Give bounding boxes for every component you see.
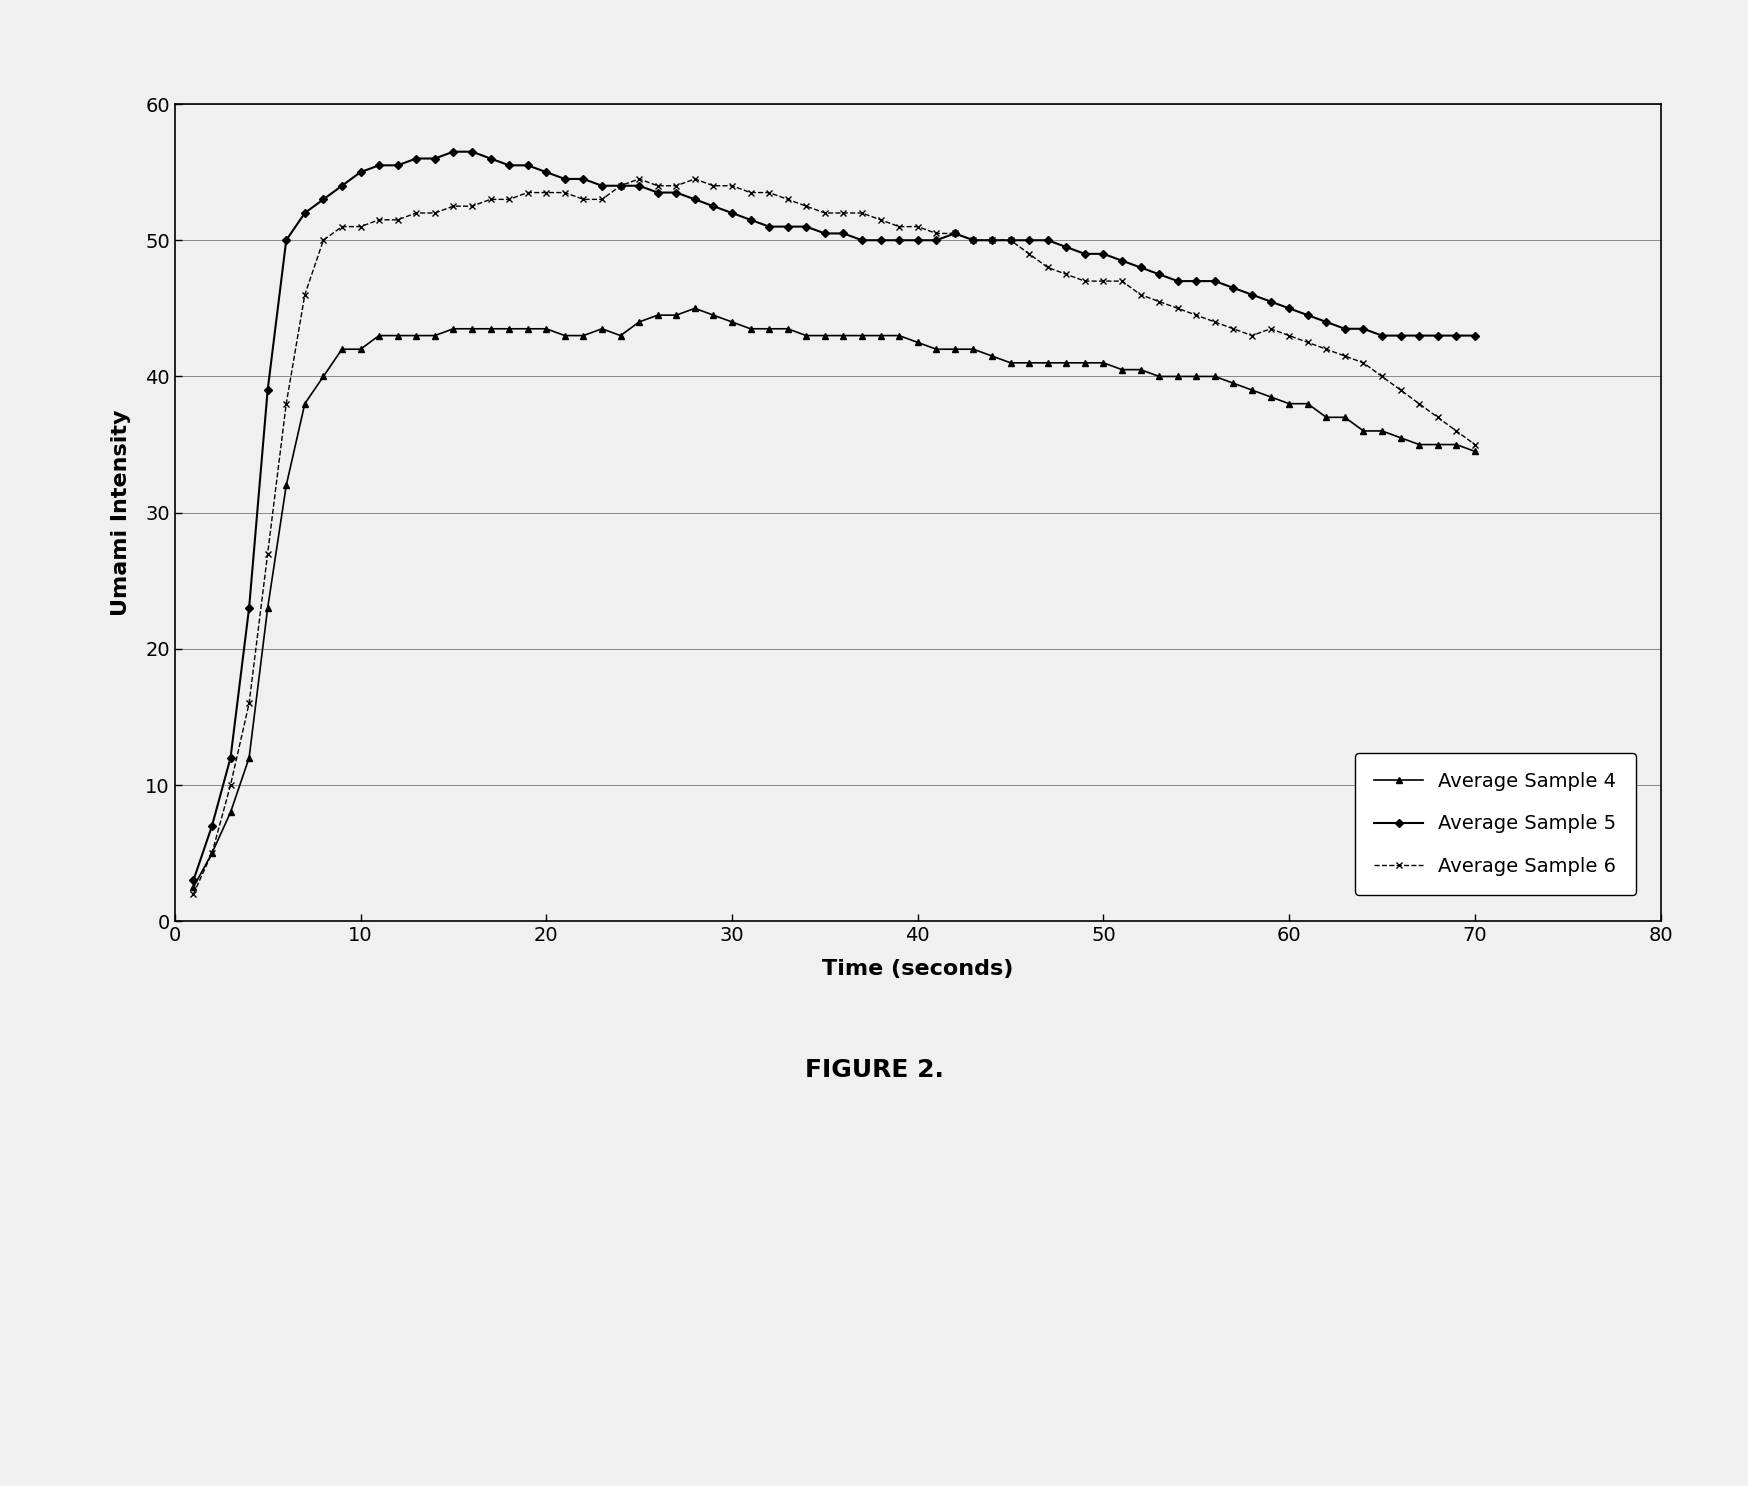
Average Sample 4 <box>685 300 706 318</box>
Average Sample 6 <box>573 190 594 208</box>
Average Sample 6 <box>907 217 928 235</box>
Average Sample 5 <box>442 143 463 160</box>
Average Sample 5 <box>1297 306 1318 324</box>
Average Sample 6 <box>184 886 205 903</box>
Average Sample 4 <box>481 319 502 337</box>
Legend: Average Sample 4, Average Sample 5, Average Sample 6: Average Sample 4, Average Sample 5, Aver… <box>1355 753 1636 895</box>
Average Sample 5 <box>907 232 928 250</box>
Average Sample 5 <box>1280 300 1301 318</box>
Average Sample 4 <box>573 327 594 345</box>
Average Sample 5 <box>350 163 371 181</box>
Average Sample 5 <box>591 177 612 195</box>
Average Sample 4 <box>184 878 205 896</box>
Text: FIGURE 2.: FIGURE 2. <box>804 1058 944 1082</box>
X-axis label: Time (seconds): Time (seconds) <box>822 958 1014 979</box>
Line: Average Sample 5: Average Sample 5 <box>191 149 1477 883</box>
Average Sample 4 <box>1297 395 1318 413</box>
Line: Average Sample 4: Average Sample 4 <box>191 306 1477 890</box>
Average Sample 6 <box>629 169 650 187</box>
Average Sample 5 <box>184 871 205 889</box>
Average Sample 6 <box>1465 435 1486 453</box>
Y-axis label: Umami Intensity: Umami Intensity <box>112 410 131 615</box>
Average Sample 4 <box>1280 395 1301 413</box>
Line: Average Sample 6: Average Sample 6 <box>191 175 1479 898</box>
Average Sample 4 <box>350 340 371 358</box>
Average Sample 6 <box>1280 327 1301 345</box>
Average Sample 6 <box>350 217 371 235</box>
Average Sample 5 <box>498 156 519 174</box>
Average Sample 5 <box>1465 327 1486 345</box>
Average Sample 6 <box>1297 333 1318 351</box>
Average Sample 4 <box>1465 443 1486 461</box>
Average Sample 4 <box>907 333 928 351</box>
Average Sample 6 <box>481 190 502 208</box>
